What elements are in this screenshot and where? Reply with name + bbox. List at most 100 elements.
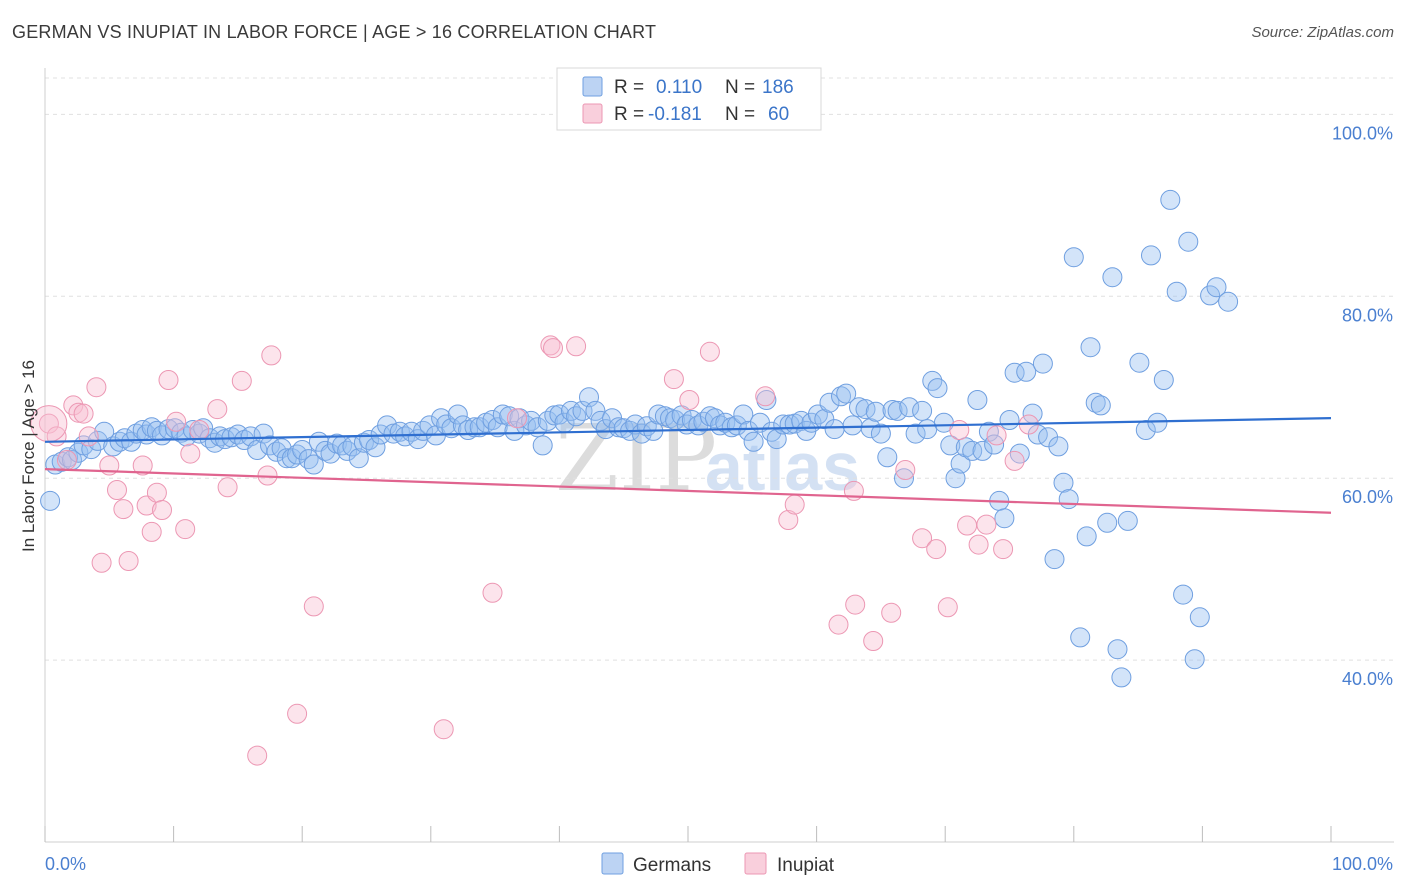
- y-tick-label: 100.0%: [1332, 123, 1393, 143]
- legend-germans-label: Germans: [633, 855, 711, 876]
- german-point: [1206, 277, 1227, 298]
- german-point: [860, 418, 881, 439]
- inupiat-point: [38, 413, 59, 434]
- german-point: [877, 447, 898, 468]
- german-point: [1218, 291, 1239, 312]
- german-point: [870, 423, 891, 444]
- german-point: [1080, 337, 1101, 358]
- german-point: [504, 420, 525, 441]
- inupiat-point: [968, 534, 989, 555]
- german-point: [1085, 392, 1106, 413]
- inupiat-point: [679, 390, 700, 410]
- inupiat-point: [699, 341, 720, 362]
- german-point: [1129, 352, 1150, 373]
- inupiat-r-label: R =: [614, 104, 644, 125]
- german-point: [1111, 667, 1132, 688]
- inupiat-point: [845, 594, 866, 615]
- german-point: [537, 410, 558, 431]
- german-point: [738, 420, 759, 441]
- germans-n-value: 186: [762, 77, 794, 98]
- german-point: [950, 453, 971, 474]
- inupiat-point: [663, 369, 684, 390]
- inupiat-point: [217, 477, 238, 498]
- german-point: [631, 423, 652, 444]
- inupiat-point: [78, 426, 99, 447]
- german-point: [1153, 370, 1174, 390]
- inupiat-point: [91, 552, 112, 573]
- german-point: [353, 432, 374, 453]
- inupiat-point: [189, 420, 210, 440]
- inupiat-point: [828, 614, 849, 635]
- inupiat-point: [482, 582, 503, 603]
- german-point: [1076, 526, 1097, 547]
- german-point: [865, 401, 886, 422]
- inupiat-point: [957, 515, 978, 536]
- inupiat-point: [146, 482, 167, 503]
- inupiat-point: [1004, 450, 1025, 471]
- inupiat-point: [231, 370, 252, 391]
- german-point: [927, 378, 948, 399]
- inupiat-point: [540, 335, 561, 356]
- german-point: [126, 423, 147, 444]
- german-point: [447, 404, 468, 425]
- german-point: [1063, 247, 1084, 268]
- german-point: [482, 410, 503, 430]
- german-point: [1053, 472, 1074, 493]
- inupiat-point: [166, 411, 187, 432]
- inupiat-point: [261, 345, 282, 366]
- german-point: [1032, 353, 1053, 374]
- german-point: [999, 410, 1020, 430]
- german-point: [141, 417, 162, 438]
- german-point: [171, 422, 192, 443]
- inupiat-point: [132, 455, 153, 476]
- stats-legend: R = 0.110 N = 186 R = -0.181 N = 60: [556, 67, 822, 131]
- inupiat-point: [507, 408, 527, 429]
- inupiat-point: [175, 519, 196, 540]
- gridlines: [45, 77, 1394, 661]
- german-point: [940, 435, 961, 456]
- legend-inupiat-swatch: [744, 852, 767, 875]
- german-point: [836, 383, 857, 404]
- german-point: [1009, 443, 1030, 464]
- german-point: [348, 448, 369, 469]
- german-point: [40, 490, 61, 511]
- german-point: [1166, 281, 1187, 302]
- inupiat-point: [118, 551, 139, 571]
- inupiat-point: [937, 597, 958, 618]
- german-point: [320, 443, 341, 464]
- inupiat-point: [68, 402, 89, 423]
- germans-r-value: 0.110: [656, 77, 702, 98]
- german-point: [1173, 584, 1194, 605]
- german-point: [585, 400, 606, 421]
- inupiat-point: [993, 539, 1014, 560]
- y-tick-label: 40.0%: [1342, 669, 1393, 689]
- german-point: [1189, 607, 1210, 628]
- inupiat-point: [113, 499, 134, 520]
- german-point: [743, 431, 764, 452]
- inupiat-point: [433, 719, 454, 740]
- german-point: [1200, 285, 1221, 306]
- inupiat-point: [141, 521, 162, 542]
- german-point: [766, 429, 787, 450]
- watermark-zip: ZIP: [555, 405, 717, 512]
- germans-n-label: N =: [725, 77, 755, 98]
- german-point: [271, 438, 292, 459]
- inupiat-point: [949, 420, 970, 440]
- inupiat-point: [303, 596, 324, 617]
- inupiat-point: [863, 631, 884, 651]
- y-axis-label: In Labor Force | Age > 16: [19, 360, 38, 552]
- germans-trend-line: [44, 417, 1332, 443]
- inupiat-point: [778, 510, 799, 530]
- x-tick-label: 0.0%: [45, 854, 86, 874]
- german-point: [894, 468, 914, 489]
- inupiat-point: [207, 399, 228, 420]
- inupiat-point: [247, 745, 268, 766]
- german-point: [281, 448, 302, 469]
- series-legend: Germans Inupiat: [601, 852, 835, 876]
- german-point: [1102, 267, 1123, 288]
- german-point: [1016, 361, 1037, 382]
- german-point: [814, 409, 835, 430]
- german-point: [917, 419, 938, 440]
- german-point: [1004, 362, 1025, 383]
- inupiat-r-value: -0.181: [648, 104, 702, 125]
